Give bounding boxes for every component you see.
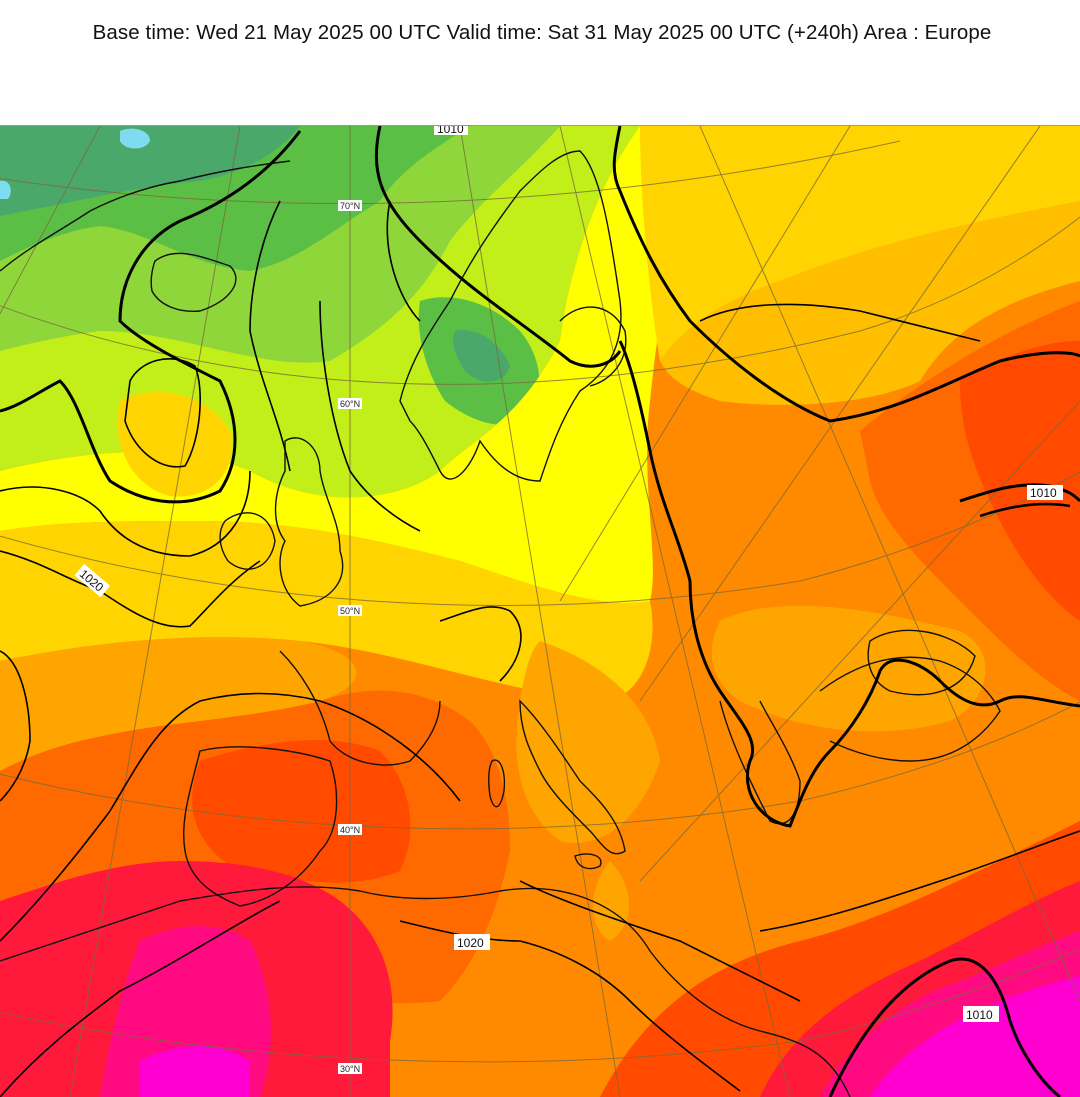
header: Base time: Wed 21 May 2025 00 UTC Valid … [0,0,1080,125]
lat-label-50n: 50°N [338,605,362,616]
isobars [0,126,1080,1097]
svg-text:70°N: 70°N [340,201,360,211]
lat-label-60n: 60°N [338,398,362,409]
lat-label-40n: 40°N [338,824,362,835]
coastlines [0,150,1001,1097]
isobar-label-blacksea: 1010 [1027,485,1063,500]
lat-label-70n: 70°N [338,200,362,211]
svg-text:1010: 1010 [1030,486,1057,500]
isobar-labels: 1010 1020 1010 1020 1010 [74,126,1063,1022]
svg-text:60°N: 60°N [340,399,360,409]
svg-text:1020: 1020 [457,936,484,950]
isobar-label-egypt: 1010 [963,1006,999,1022]
latitude-labels: 70°N 60°N 50°N 40°N 30°N [338,200,362,1074]
forecast-map[interactable]: 70°N 60°N 50°N 40°N 30°N 1010 1020 1010 … [0,125,1080,1097]
isobar-label-med: 1020 [454,934,490,950]
map-title: Base time: Wed 21 May 2025 00 UTC Valid … [92,21,992,44]
lat-label-30n: 30°N [338,1063,362,1074]
svg-text:1010: 1010 [966,1008,993,1022]
svg-text:30°N: 30°N [340,1064,360,1074]
svg-text:1010: 1010 [437,126,464,136]
map-canvas: 70°N 60°N 50°N 40°N 30°N 1010 1020 1010 … [0,126,1080,1097]
svg-text:40°N: 40°N [340,825,360,835]
temperature-shading [0,126,1080,1097]
isobar-label-top: 1010 [434,126,468,136]
svg-text:50°N: 50°N [340,606,360,616]
